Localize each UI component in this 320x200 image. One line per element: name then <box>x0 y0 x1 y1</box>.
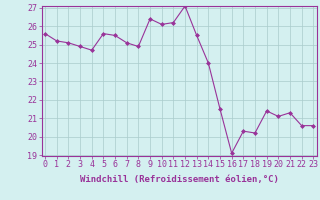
X-axis label: Windchill (Refroidissement éolien,°C): Windchill (Refroidissement éolien,°C) <box>80 175 279 184</box>
